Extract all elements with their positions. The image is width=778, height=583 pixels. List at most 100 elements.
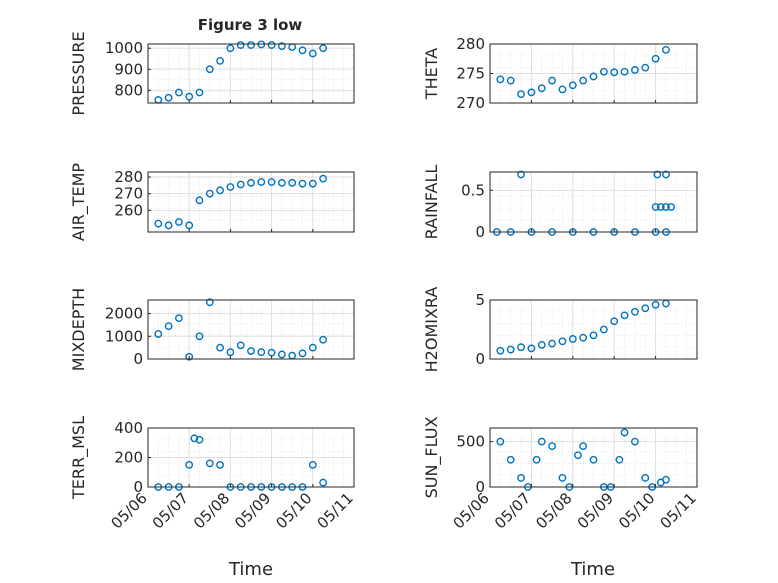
data-point (615, 455, 624, 464)
data-point (308, 179, 317, 188)
data-point (651, 203, 660, 211)
data-point (620, 67, 629, 76)
y-axis-label: H2OMIXRA (422, 287, 441, 373)
data-point (641, 474, 650, 482)
plot-area (148, 44, 354, 103)
data-point (506, 455, 515, 464)
data-point (164, 322, 173, 330)
y-tick-label: 200 (114, 449, 143, 467)
y-tick-label: 1000 (105, 327, 143, 345)
data-point (319, 335, 327, 344)
y-axis-label: SUN_FLUX (422, 417, 442, 499)
plot-area (490, 428, 697, 487)
data-point (277, 42, 286, 51)
data-point (653, 170, 662, 179)
y-tick-label: 800 (114, 81, 143, 99)
data-point (226, 183, 235, 191)
y-tick-label: 0 (475, 478, 485, 496)
data-point (548, 76, 556, 85)
y-tick-label: 0.5 (461, 181, 485, 199)
data-point (164, 93, 173, 102)
data-point (537, 84, 546, 93)
data-point (205, 298, 214, 307)
data-point (620, 428, 629, 437)
data-point (651, 300, 660, 309)
data-point (568, 335, 577, 343)
data-point (205, 459, 214, 468)
data-point (247, 178, 255, 187)
data-point (174, 88, 183, 97)
data-point (610, 68, 619, 77)
data-point (185, 460, 194, 469)
data-point (517, 170, 525, 179)
data-point (185, 352, 194, 361)
y-tick-label: 275 (456, 65, 485, 83)
x-axis-label-right: Time (570, 559, 615, 580)
data-point (174, 314, 183, 323)
subplot-5: 0 5 H2OMIXRA (422, 287, 698, 373)
y-tick-label: 500 (456, 433, 485, 451)
axes-box (489, 171, 698, 233)
y-tick-label: 260 (114, 201, 143, 219)
data-point (298, 46, 307, 55)
data-point (190, 434, 199, 443)
axes-box (489, 427, 698, 488)
data-point (631, 437, 639, 446)
data-point (620, 311, 629, 320)
y-tick-label: 2000 (105, 305, 143, 323)
data-point (247, 41, 255, 49)
data-point (298, 349, 307, 358)
data-point (154, 330, 163, 338)
data-point (226, 44, 235, 53)
y-axis-label: MIXDEPTH (69, 288, 88, 371)
data-point (267, 348, 276, 357)
data-point (236, 180, 245, 189)
data-point (496, 437, 505, 446)
data-point (631, 307, 639, 316)
data-point (226, 348, 235, 357)
data-point (267, 178, 276, 186)
data-point (662, 203, 670, 211)
y-axis-label: RAINFALL (422, 165, 441, 240)
data-point (656, 203, 665, 211)
data-point (537, 340, 546, 349)
data-point (185, 92, 194, 101)
data-point (319, 44, 327, 53)
y-axis-label: PRESSURE (69, 31, 88, 115)
y-tick-label: 0 (133, 350, 143, 368)
y-tick-label: 0 (475, 350, 485, 368)
data-point (496, 346, 505, 355)
data-point (195, 435, 204, 444)
y-axis-label: THETA (422, 48, 441, 100)
y-tick-label: 400 (114, 419, 143, 437)
data-point (527, 88, 536, 97)
data-point (496, 75, 505, 84)
data-point (667, 203, 676, 211)
data-point (506, 76, 515, 85)
data-point (662, 475, 670, 484)
y-tick-label: 5 (475, 291, 485, 309)
axes-box (489, 299, 698, 360)
data-point (506, 345, 515, 354)
data-point (205, 65, 214, 74)
y-tick-label: 0 (475, 223, 485, 241)
y-tick-label: 0 (133, 478, 143, 496)
data-point (267, 41, 276, 49)
data-point (247, 347, 255, 355)
data-point (589, 72, 598, 81)
data-point (308, 49, 317, 58)
data-point (599, 67, 608, 76)
data-point (574, 451, 582, 460)
data-point (558, 337, 567, 346)
data-point (298, 179, 307, 188)
data-point (662, 46, 670, 54)
data-point (599, 325, 608, 334)
data-point (517, 343, 525, 352)
data-point (517, 90, 525, 99)
data-point (579, 76, 588, 85)
data-point (216, 460, 225, 469)
subplot-4: 0 1000 2000 MIXDEPTH (69, 288, 355, 371)
data-point (548, 339, 556, 348)
data-point (216, 343, 225, 352)
